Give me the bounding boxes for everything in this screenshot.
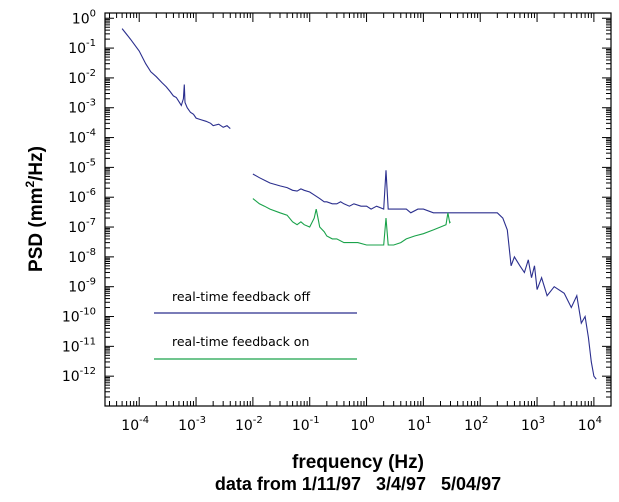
y-tick-label-exponent: -2 (86, 68, 96, 79)
x-tick-label-exponent: -1 (310, 415, 320, 426)
y-tick-label-exponent: -10 (80, 307, 96, 318)
x-tick-label: 101 (407, 415, 431, 434)
y-tick-label: 10-11 (62, 336, 96, 355)
x-axis-subtitle: data from 1/11/97 3/4/97 5/04/97 (215, 474, 501, 494)
y-tick-label: 10-5 (68, 157, 96, 176)
x-tick-label-base: 10 (578, 418, 596, 434)
y-tick-label-base: 10 (62, 339, 80, 355)
y-tick-label: 10-9 (68, 277, 96, 296)
y-tick-label-exponent: -7 (86, 217, 96, 228)
y-tick-label-base: 10 (62, 369, 80, 385)
y-tick-label: 10-4 (68, 128, 96, 147)
y-axis-title: PSD (mm2/Hz) (23, 146, 47, 272)
x-tick-label-exponent: -4 (139, 415, 149, 426)
y-tick-label-exponent: -8 (86, 247, 96, 258)
x-tick-label-exponent: 3 (539, 415, 545, 426)
x-tick-label-base: 10 (350, 418, 368, 434)
x-tick-label-base: 10 (235, 418, 253, 434)
x-tick-label: 102 (464, 415, 488, 434)
y-axis-title-prefix: PSD (mm (26, 188, 47, 272)
y-tick-label-base: 10 (62, 310, 80, 326)
y-tick-label: 10-2 (68, 68, 96, 87)
x-tick-label-exponent: 0 (368, 415, 374, 426)
y-tick-label: 10-10 (62, 307, 96, 326)
y-tick-label: 10-6 (68, 187, 96, 206)
legend: real-time feedback off real-time feedbac… (154, 289, 357, 360)
x-tick-label: 10-2 (235, 415, 263, 434)
x-tick-label-base: 10 (407, 418, 425, 434)
x-tick-label: 104 (578, 415, 602, 434)
x-tick-label: 10-4 (121, 415, 149, 434)
y-tick-label: 10-12 (62, 366, 96, 385)
y-tick-label-base: 10 (72, 11, 90, 27)
y-tick-label-exponent: -11 (80, 336, 96, 347)
y-tick-label: 100 (72, 8, 96, 27)
x-tick-label-exponent: 4 (596, 415, 602, 426)
y-tick-label-base: 10 (68, 131, 86, 147)
legend-label-feedback-on: real-time feedback on (172, 334, 309, 349)
y-tick-label-base: 10 (68, 41, 86, 57)
y-tick-label-exponent: -4 (86, 128, 96, 139)
data-layer (121, 28, 597, 380)
y-tick-label-exponent: -6 (86, 187, 96, 198)
y-tick-label-exponent: 0 (90, 8, 96, 19)
x-tick-label-base: 10 (121, 418, 139, 434)
x-tick-label-base: 10 (521, 418, 539, 434)
x-tick-label: 10-1 (292, 415, 320, 434)
y-tick-label-exponent: -9 (86, 277, 96, 288)
x-tick-label-base: 10 (292, 418, 310, 434)
tick-labels: 10-4 10-3 10-2 10-1 100 101 102 103 10410010-110… (62, 8, 602, 434)
y-tick-label-base: 10 (68, 71, 86, 87)
y-tick-label: 10-7 (68, 217, 96, 236)
x-tick-label: 100 (350, 415, 374, 434)
y-tick-label-base: 10 (68, 280, 86, 296)
y-axis-title-sup: 2 (23, 181, 37, 188)
series-line-0-segment-0 (121, 28, 231, 130)
y-tick-label-base: 10 (68, 101, 86, 117)
y-tick-label: 10-8 (68, 247, 96, 266)
series-line-1-segment-0 (252, 198, 451, 246)
y-tick-label: 10-1 (68, 38, 96, 57)
x-tick-label-exponent: 2 (482, 415, 488, 426)
x-tick-label: 10-3 (178, 415, 206, 434)
x-tick-label: 103 (521, 415, 545, 434)
legend-label-feedback-off: real-time feedback off (172, 289, 310, 304)
y-axis-title-suffix: /Hz) (26, 146, 47, 181)
y-tick-label-exponent: -1 (86, 38, 96, 49)
x-tick-label-base: 10 (464, 418, 482, 434)
y-tick-label-exponent: -5 (86, 157, 96, 168)
x-tick-label-exponent: -2 (253, 415, 263, 426)
y-tick-label-base: 10 (68, 220, 86, 236)
x-axis-title: frequency (Hz) (292, 452, 424, 473)
series-line-0-segment-1 (252, 170, 597, 380)
y-tick-label-base: 10 (68, 250, 86, 266)
y-tick-label-exponent: -3 (86, 98, 96, 109)
y-tick-label-exponent: -12 (80, 366, 96, 377)
x-tick-label-exponent: 1 (425, 415, 431, 426)
minor-ticks (105, 13, 612, 407)
x-tick-label-base: 10 (178, 418, 196, 434)
y-tick-label-base: 10 (68, 160, 86, 176)
y-tick-label: 10-3 (68, 98, 96, 117)
x-tick-label-exponent: -3 (196, 415, 206, 426)
y-tick-label-base: 10 (68, 190, 86, 206)
